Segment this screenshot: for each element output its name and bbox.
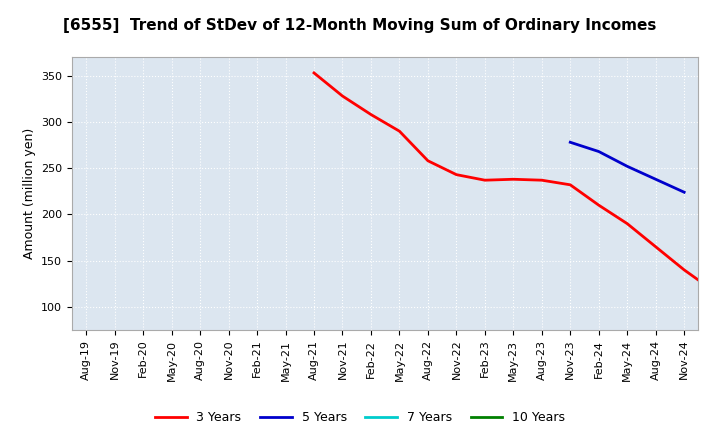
Legend: 3 Years, 5 Years, 7 Years, 10 Years: 3 Years, 5 Years, 7 Years, 10 Years [150,407,570,429]
Y-axis label: Amount (million yen): Amount (million yen) [22,128,35,259]
Text: [6555]  Trend of StDev of 12-Month Moving Sum of Ordinary Incomes: [6555] Trend of StDev of 12-Month Moving… [63,18,657,33]
